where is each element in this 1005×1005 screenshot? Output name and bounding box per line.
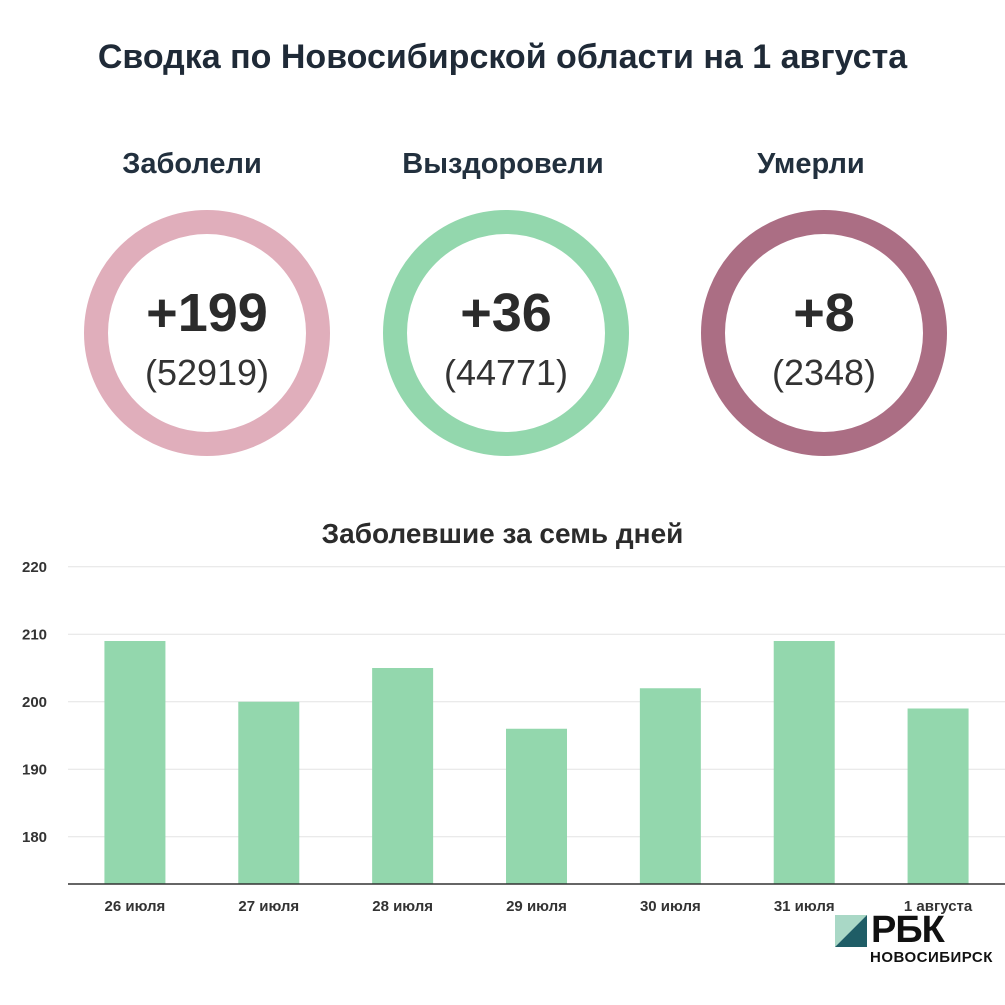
- stat-recovered-delta: +36: [460, 283, 552, 343]
- bar: [104, 641, 166, 884]
- bar: [773, 641, 835, 884]
- stat-infected-ring: +199 (52919): [84, 210, 330, 456]
- x-tick-label: 27 июля: [238, 898, 299, 915]
- bar: [506, 728, 567, 884]
- stat-recovered-ring: +36 (44771): [383, 210, 629, 456]
- x-tick-label: 31 июля: [774, 898, 835, 915]
- y-tick-label: 200: [22, 694, 47, 711]
- x-tick-label: 29 июля: [506, 898, 567, 915]
- x-tick-label: 30 июля: [640, 898, 701, 915]
- chart-title: Заболевшие за семь дней: [321, 518, 684, 549]
- stat-deaths-label: Умерли: [757, 148, 865, 180]
- rbk-logo-mark-icon: [835, 915, 867, 947]
- stat-infected-delta: +199: [146, 283, 268, 343]
- stat-deaths-ring: +8 (2348): [701, 210, 947, 456]
- page-title: Сводка по Новосибирской области на 1 авг…: [97, 38, 908, 76]
- rbk-logo: РБК НОВОСИБИРСК: [835, 909, 997, 967]
- stat-infected-label: Заболели: [122, 148, 262, 180]
- bar-chart: 180 190 200 210 220 26 июля 27 июля 28 июля 29 и…: [22, 560, 1005, 915]
- stat-infected: Заболели: [42, 148, 342, 181]
- y-tick-label: 210: [22, 626, 47, 643]
- y-tick-label: 220: [22, 560, 47, 576]
- stat-infected-total: (52919): [144, 352, 270, 393]
- y-tick-label: 190: [22, 761, 47, 778]
- stat-recovered-total: (44771): [443, 352, 569, 393]
- y-tick-label: 180: [22, 829, 47, 846]
- bar: [372, 668, 434, 884]
- stat-deaths: Умерли: [661, 148, 961, 181]
- stat-recovered-label: Выздоровели: [402, 148, 604, 180]
- stat-deaths-total: (2348): [771, 352, 877, 393]
- bar: [639, 688, 701, 884]
- rbk-logo-text: РБК: [871, 909, 945, 951]
- stat-deaths-delta: +8: [793, 283, 855, 343]
- x-tick-label: 28 июля: [372, 898, 433, 915]
- x-tick-label: 1 августа: [904, 898, 973, 915]
- bar: [238, 701, 300, 884]
- bar: [907, 708, 969, 884]
- rbk-logo-subtitle: НОВОСИБИРСК: [870, 949, 993, 966]
- stat-recovered: Выздоровели: [353, 148, 653, 181]
- x-tick-label: 26 июля: [105, 898, 166, 915]
